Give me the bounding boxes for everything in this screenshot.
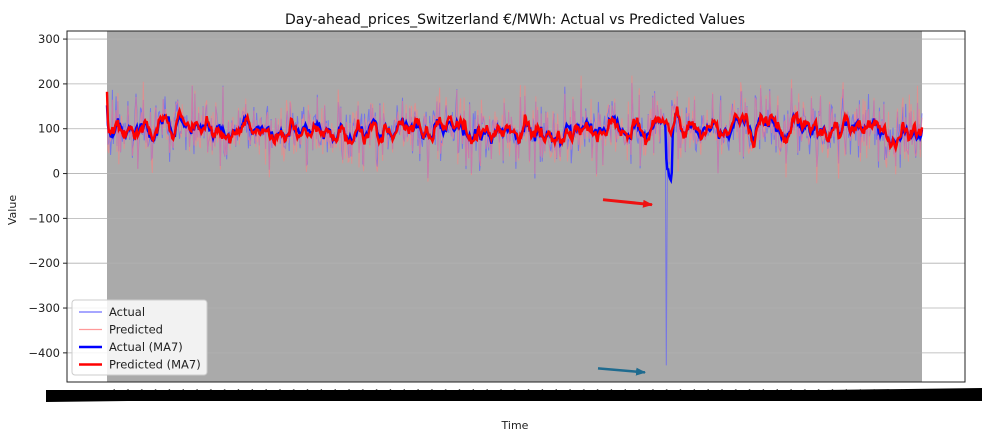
x-tick-stroke <box>222 389 240 400</box>
x-tick-stroke <box>236 389 254 400</box>
x-tick-stroke <box>623 389 641 400</box>
y-tick-label: −200 <box>28 256 60 270</box>
plot-shaded-band <box>107 31 922 382</box>
legend-label: Actual (MA7) <box>109 340 183 354</box>
x-tick-stroke <box>139 389 157 400</box>
x-tick-stroke <box>899 389 917 400</box>
x-tick-stroke <box>858 389 876 400</box>
series-layer <box>105 75 924 366</box>
x-tick-stroke <box>872 389 890 400</box>
y-axis-label: Value <box>6 195 19 225</box>
x-tick-stroke <box>195 389 213 400</box>
annotation-arrow-teal <box>597 367 646 376</box>
y-tick-label: 200 <box>38 77 60 91</box>
x-tick-stroke <box>664 389 682 400</box>
x-tick-stroke <box>45 388 983 402</box>
y-tick-label: −100 <box>28 211 60 225</box>
annotation-arrow-red <box>602 198 653 208</box>
plot-background <box>107 31 922 382</box>
x-tick-stroke <box>692 389 710 400</box>
y-axis-ticks: 300 200 100 0 −100 −200 −300 −400 <box>28 32 67 360</box>
x-tick-stroke <box>153 389 171 400</box>
x-tick-stroke <box>416 389 434 400</box>
y-tick-label: 0 <box>53 167 60 181</box>
x-tick-stroke <box>443 389 461 400</box>
legend-box <box>71 299 208 376</box>
x-tick-stroke <box>430 389 448 400</box>
x-axis-tick-labels <box>45 388 983 402</box>
x-tick-stroke <box>913 389 931 400</box>
x-tick-stroke <box>98 389 116 400</box>
x-tick-stroke <box>651 389 669 400</box>
x-tick-stroke <box>126 389 144 400</box>
x-tick-stroke <box>402 389 420 400</box>
y-tick-label: 100 <box>38 122 60 136</box>
annotation-arrows <box>597 198 653 376</box>
y-tick-label: −300 <box>28 301 60 315</box>
y-tick-label: 300 <box>38 32 60 46</box>
x-tick-stroke <box>167 389 185 400</box>
x-axis-label: Time <box>501 419 529 432</box>
x-tick-stroke <box>457 389 475 400</box>
axes <box>66 30 966 383</box>
x-tick-stroke <box>637 389 655 400</box>
series-predicted-ma7 <box>105 91 924 154</box>
x-tick-stroke <box>181 389 199 400</box>
x-tick-stroke <box>112 389 130 400</box>
x-tick-stroke <box>209 389 226 400</box>
chart-title: Day-ahead_prices_Switzerland €/MWh: Actu… <box>285 12 745 28</box>
legend-label: Predicted <box>109 323 163 337</box>
legend: Actual Predicted Actual (MA7) Predicted (MA… <box>71 299 208 376</box>
y-tick-label: −400 <box>28 346 60 360</box>
plot-frame <box>66 30 966 383</box>
x-tick-stroke <box>885 389 903 400</box>
legend-label: Actual <box>109 305 145 319</box>
legend-label: Predicted (MA7) <box>109 358 201 372</box>
x-tick-stroke <box>678 389 696 400</box>
